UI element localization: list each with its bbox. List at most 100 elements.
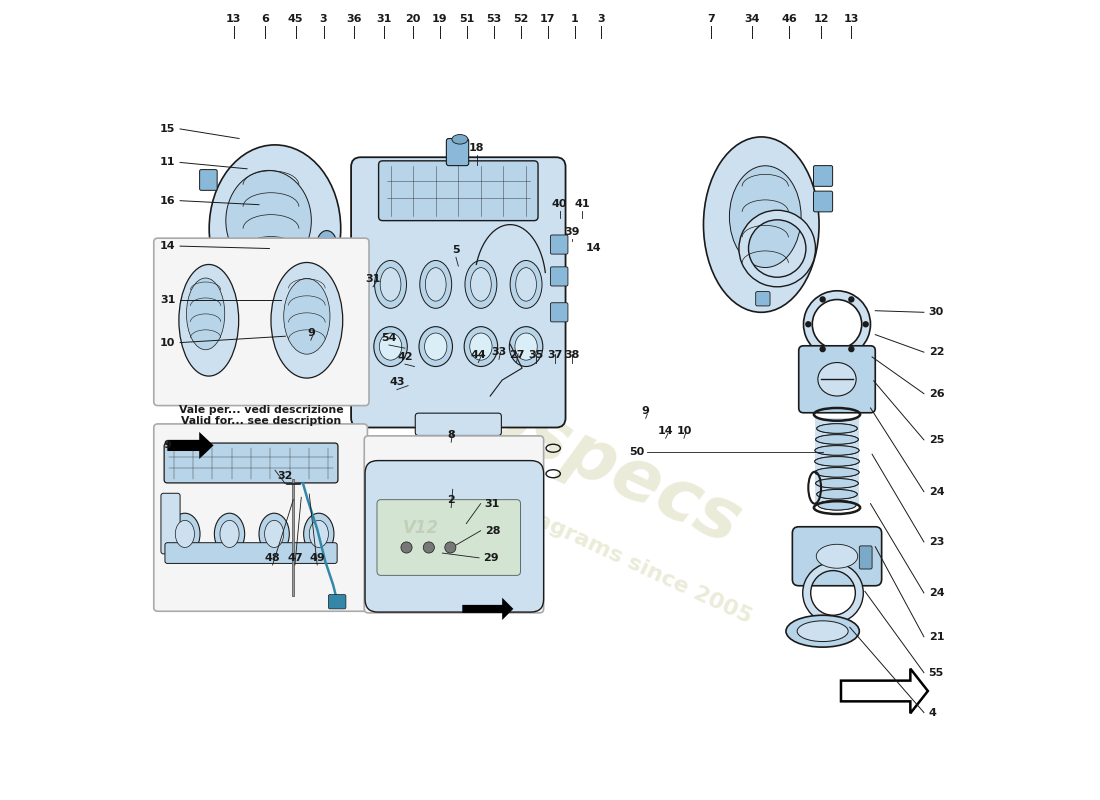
FancyBboxPatch shape [341,266,365,319]
Polygon shape [842,669,928,714]
Ellipse shape [220,520,239,547]
FancyBboxPatch shape [416,413,502,435]
Text: 13: 13 [844,14,859,24]
Ellipse shape [816,424,857,434]
FancyBboxPatch shape [364,436,543,613]
Text: 43: 43 [389,378,405,387]
Ellipse shape [169,514,200,554]
Ellipse shape [187,278,224,350]
Ellipse shape [816,434,858,444]
Ellipse shape [464,326,497,366]
Ellipse shape [470,333,492,360]
Ellipse shape [465,261,497,308]
FancyBboxPatch shape [550,267,568,286]
Text: 44: 44 [471,350,486,360]
Text: 18: 18 [469,143,484,153]
Text: 31: 31 [365,274,381,285]
Ellipse shape [317,230,337,258]
Text: 50: 50 [629,447,645,457]
Ellipse shape [815,467,859,477]
Ellipse shape [510,261,542,308]
Text: 53: 53 [486,14,502,24]
FancyBboxPatch shape [859,546,872,569]
Text: 31: 31 [376,14,392,24]
Ellipse shape [818,362,856,396]
Text: 47: 47 [287,553,303,562]
Text: 1: 1 [571,14,579,24]
Circle shape [862,321,869,327]
Ellipse shape [420,261,452,308]
Text: 13: 13 [226,14,241,24]
Text: Valid for... see description: Valid for... see description [182,416,341,426]
Text: 15: 15 [160,124,175,134]
Text: 10: 10 [676,426,692,436]
Text: 30: 30 [928,307,944,318]
Text: 9: 9 [641,406,650,416]
Circle shape [848,346,855,352]
Ellipse shape [209,145,341,312]
Text: 22: 22 [928,347,944,357]
FancyBboxPatch shape [377,500,520,575]
FancyBboxPatch shape [815,418,859,506]
Text: 54: 54 [382,333,397,342]
FancyBboxPatch shape [165,542,337,563]
Text: 17: 17 [540,14,556,24]
Text: 31: 31 [485,498,501,509]
Text: 46: 46 [781,14,798,24]
FancyBboxPatch shape [216,248,230,262]
FancyBboxPatch shape [814,166,833,186]
Ellipse shape [265,520,284,547]
Text: 31: 31 [160,295,175,306]
FancyBboxPatch shape [550,302,568,322]
Text: 38: 38 [564,350,580,360]
Text: Vale per... vedi descrizione: Vale per... vedi descrizione [179,405,343,414]
Text: 40: 40 [552,198,568,209]
Text: 21: 21 [928,632,944,642]
Ellipse shape [419,326,452,366]
Circle shape [444,542,455,553]
Ellipse shape [798,621,848,642]
Text: 24: 24 [928,486,944,497]
Text: 7: 7 [707,14,715,24]
FancyBboxPatch shape [447,138,469,166]
FancyBboxPatch shape [199,170,217,190]
Text: 55: 55 [928,668,944,678]
Circle shape [820,346,826,352]
Text: 35: 35 [528,350,543,360]
Ellipse shape [175,520,195,547]
Ellipse shape [374,326,407,366]
Ellipse shape [815,457,859,466]
Ellipse shape [226,170,311,271]
Ellipse shape [258,514,289,554]
Text: 49: 49 [309,553,326,562]
FancyBboxPatch shape [814,191,833,212]
Circle shape [805,321,812,327]
Ellipse shape [471,268,492,301]
Text: 36: 36 [346,14,362,24]
Text: 8: 8 [448,430,455,440]
FancyBboxPatch shape [792,526,881,586]
Text: 14: 14 [658,426,673,436]
Text: 34: 34 [745,14,760,24]
Ellipse shape [816,424,857,434]
Text: 51: 51 [460,14,475,24]
Text: 45: 45 [288,14,304,24]
Ellipse shape [179,265,239,376]
FancyBboxPatch shape [550,235,568,254]
Ellipse shape [509,326,542,366]
Circle shape [400,542,412,553]
Text: 24: 24 [928,588,944,598]
Text: 23: 23 [928,537,944,547]
FancyBboxPatch shape [154,424,367,611]
Ellipse shape [452,134,468,144]
FancyBboxPatch shape [378,161,538,221]
Ellipse shape [816,478,858,488]
FancyBboxPatch shape [756,291,770,306]
Text: 19: 19 [432,14,448,24]
Text: 32: 32 [277,471,293,482]
Ellipse shape [816,434,858,444]
Circle shape [424,542,434,553]
Text: 41: 41 [574,198,590,209]
Ellipse shape [816,544,858,568]
Ellipse shape [426,268,447,301]
